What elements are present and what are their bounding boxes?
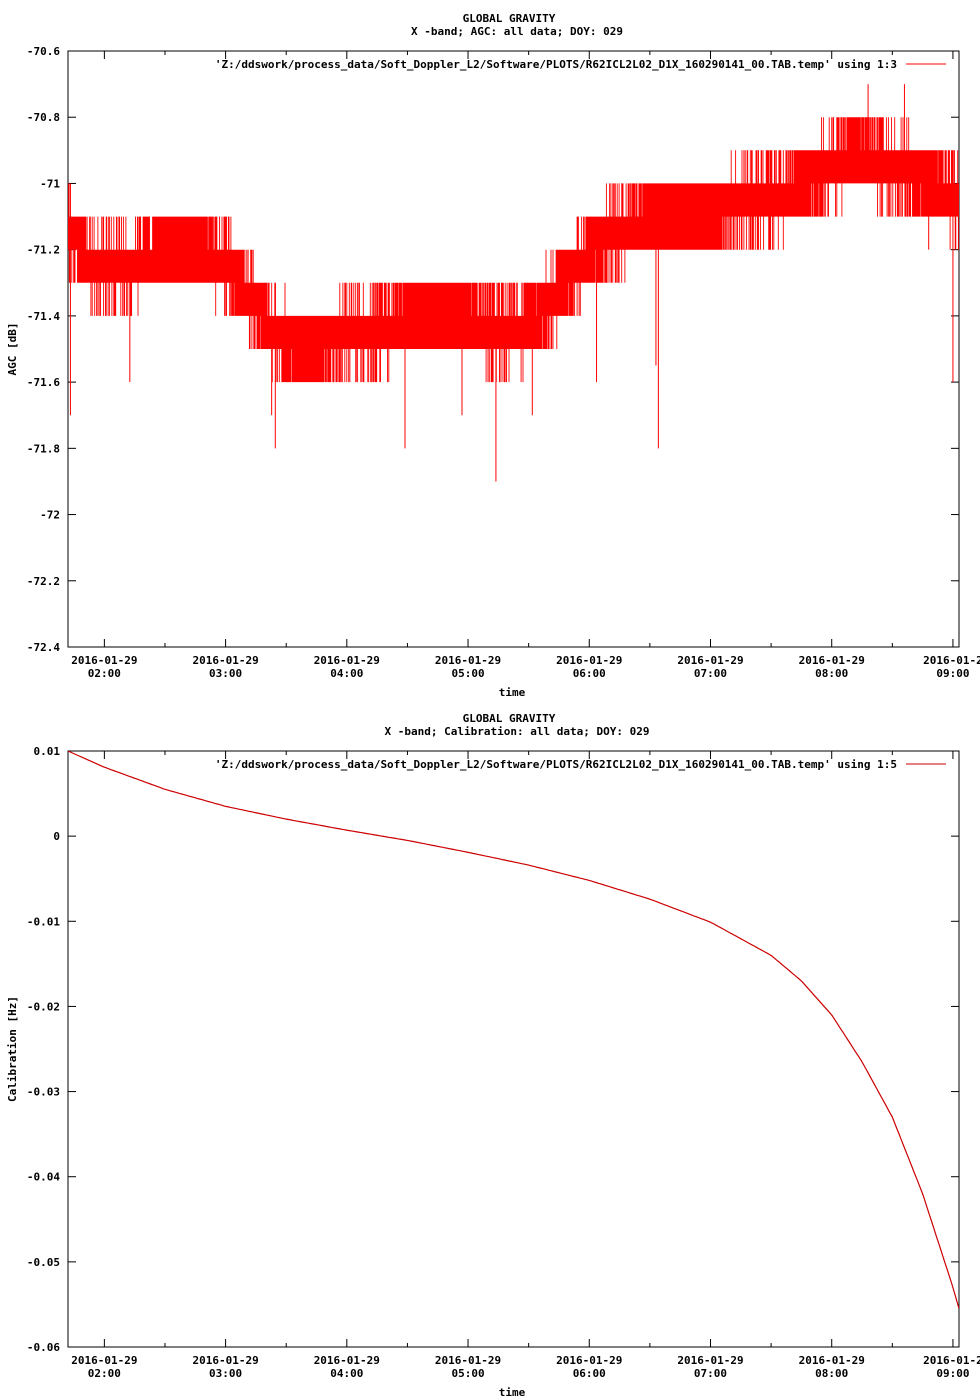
x-tick-label-time: 04:00	[330, 667, 363, 680]
x-tick-label-time: 04:00	[330, 1367, 363, 1380]
x-tick-label-time: 06:00	[573, 667, 606, 680]
x-tick-label-date: 2016-01-29	[677, 1354, 743, 1367]
x-tick-label-date: 2016-01-29	[314, 654, 380, 667]
y-tick-label: -0.03	[27, 1086, 60, 1099]
x-tick-label-date: 2016-01-29	[799, 654, 865, 667]
y-tick-label: -0.02	[27, 1000, 60, 1013]
x-tick-label-time: 02:00	[88, 667, 121, 680]
y-axis-label: Calibration [Hz]	[6, 996, 19, 1102]
y-tick-label: -0.01	[27, 915, 60, 928]
plot-area	[68, 84, 959, 482]
legend-label: 'Z:/ddswork/process_data/Soft_Doppler_L2…	[215, 58, 897, 71]
y-tick-label: -71.4	[27, 310, 60, 323]
y-tick-label: -71.2	[27, 244, 60, 257]
plot-frame	[67, 750, 960, 1348]
x-tick-label-time: 03:00	[209, 667, 242, 680]
x-tick-label-date: 2016-01-29	[556, 1354, 622, 1367]
y-tick-label: -0.06	[27, 1341, 60, 1354]
x-tick-label-time: 07:00	[694, 1367, 727, 1380]
x-tick-label-time: 03:00	[209, 1367, 242, 1380]
x-tick-label-time: 02:00	[88, 1367, 121, 1380]
x-tick-label-date: 2016-01-29	[71, 654, 137, 667]
y-tick-label: -72	[40, 509, 60, 522]
x-tick-label-time: 09:00	[936, 1367, 969, 1380]
y-tick-label: -71.6	[27, 376, 60, 389]
x-tick-label-date: 2016-01-29	[192, 654, 258, 667]
chart-subtitle: X -band; Calibration: all data; DOY: 029	[385, 725, 650, 738]
y-tick-label: -72.2	[27, 575, 60, 588]
x-tick-label-date: 2016-01-29	[556, 654, 622, 667]
y-tick-label: -70.8	[27, 111, 60, 124]
agc-series-line	[68, 117, 959, 383]
y-tick-label: -71.8	[27, 442, 60, 455]
legend-label: 'Z:/ddswork/process_data/Soft_Doppler_L2…	[215, 758, 897, 771]
x-tick-label-time: 06:00	[573, 1367, 606, 1380]
x-tick-label-date: 2016-01-29	[677, 654, 743, 667]
y-tick-label: -0.04	[27, 1171, 60, 1184]
plot-frame	[67, 50, 960, 648]
y-axis-label: AGC [dB]	[6, 323, 19, 376]
x-tick-label-date: 2016-01-29	[314, 1354, 380, 1367]
y-tick-label: -70.6	[27, 45, 60, 58]
y-tick-label: -72.4	[27, 641, 60, 654]
x-axis-label: time	[499, 686, 526, 699]
x-tick-label-date: 2016-01-29	[71, 1354, 137, 1367]
chart-subtitle: X -band; AGC: all data; DOY: 029	[411, 25, 623, 38]
y-tick-label: 0.01	[34, 745, 61, 758]
x-tick-label-time: 07:00	[694, 667, 727, 680]
x-tick-label-date: 2016-01-29	[435, 1354, 501, 1367]
x-tick-label-date: 2016-01-2	[923, 654, 980, 667]
x-tick-label-time: 05:00	[451, 667, 484, 680]
chart-title: GLOBAL GRAVITY	[463, 712, 556, 725]
x-tick-label-time: 09:00	[936, 667, 969, 680]
x-tick-label-time: 08:00	[815, 667, 848, 680]
x-axis-label: time	[499, 1386, 526, 1399]
x-tick-label-time: 08:00	[815, 1367, 848, 1380]
x-tick-label-date: 2016-01-29	[435, 654, 501, 667]
y-tick-label: -0.05	[27, 1256, 60, 1269]
x-tick-label-time: 05:00	[451, 1367, 484, 1380]
x-tick-label-date: 2016-01-2	[923, 1354, 980, 1367]
y-tick-label: 0	[53, 830, 60, 843]
x-tick-label-date: 2016-01-29	[192, 1354, 258, 1367]
plot-area	[68, 751, 959, 1309]
y-tick-label: -71	[40, 177, 60, 190]
x-tick-label-date: 2016-01-29	[799, 1354, 865, 1367]
calibration-series-line	[68, 751, 959, 1309]
chart-title: GLOBAL GRAVITY	[463, 12, 556, 25]
